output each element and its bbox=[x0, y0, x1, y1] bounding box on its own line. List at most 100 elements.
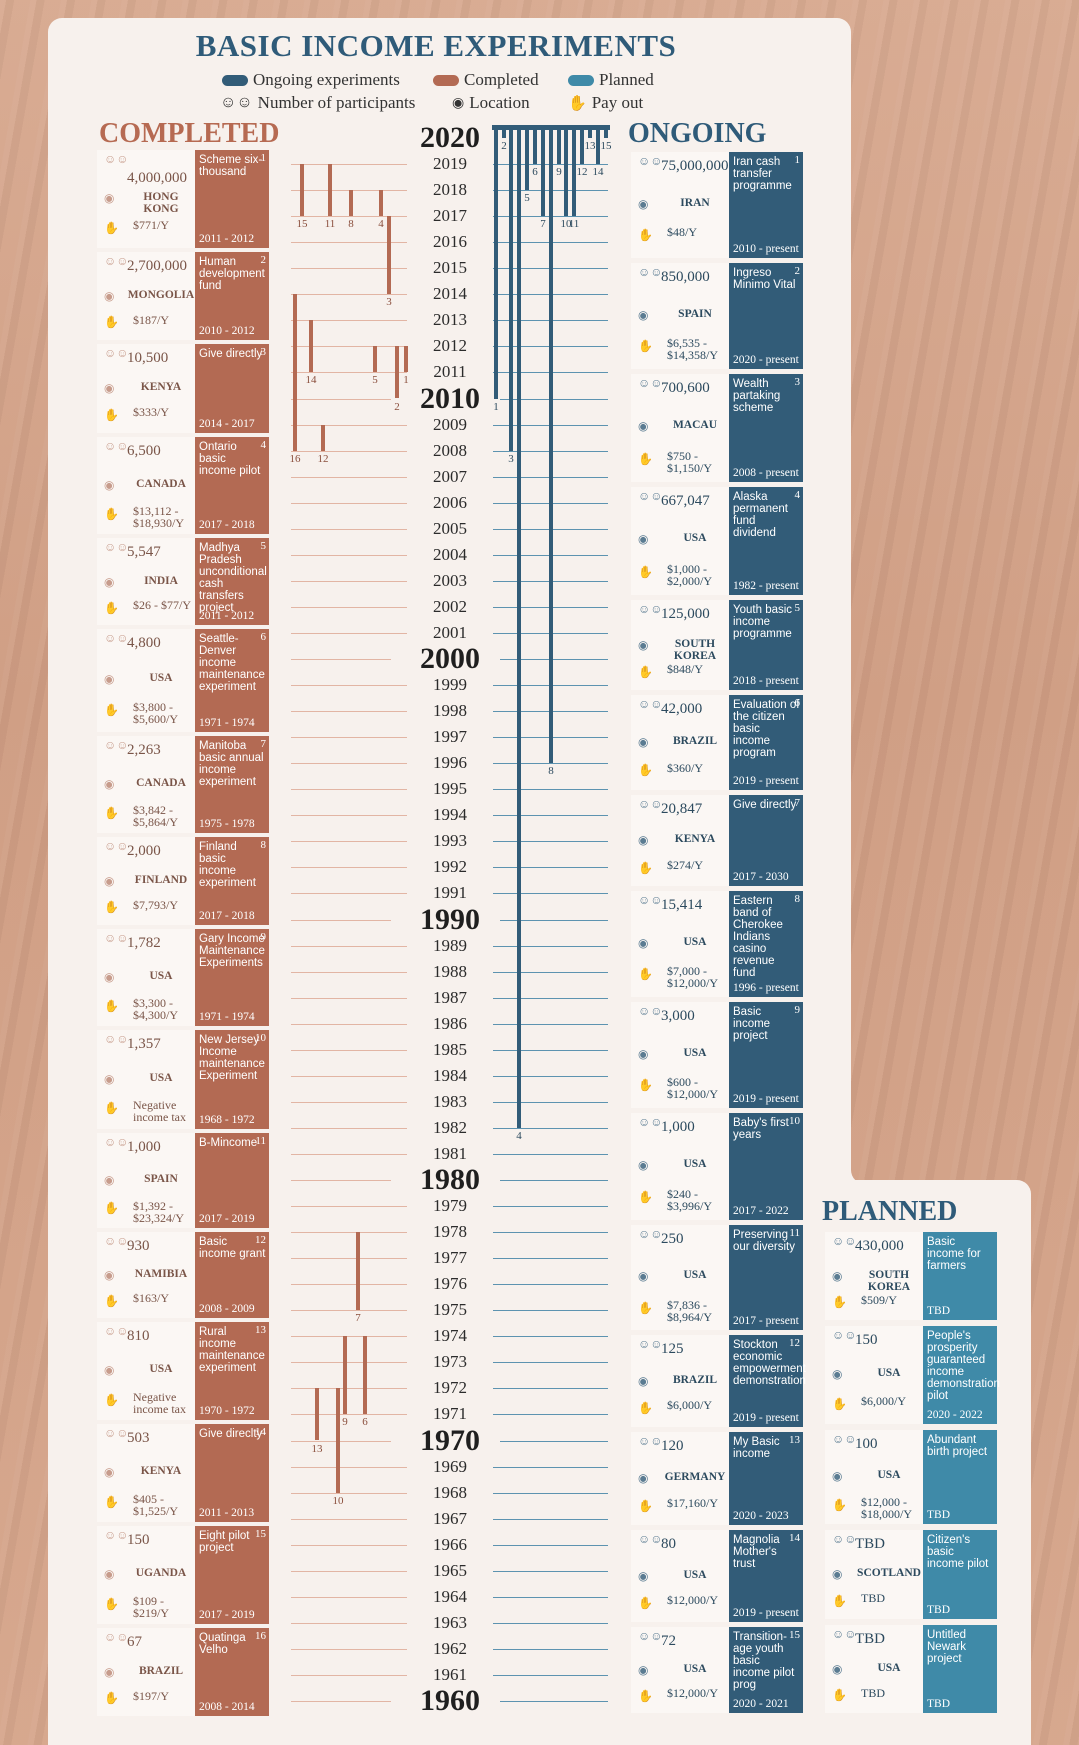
experiment-number: 15 bbox=[789, 1629, 800, 1641]
payout-value: $7,836 - $8,964/Y bbox=[667, 1298, 712, 1324]
experiment-number: 12 bbox=[255, 1234, 266, 1246]
experiment-title: Evaluation of the citizen basic income p… bbox=[733, 699, 800, 759]
payout-value: $3,842 - $5,864/Y bbox=[133, 803, 178, 829]
grid-line-right bbox=[493, 997, 608, 999]
money-hand-icon: ✋ bbox=[104, 1101, 119, 1115]
ongoing-bar-3 bbox=[509, 128, 513, 451]
grid-line-right bbox=[493, 945, 608, 947]
grid-line-left bbox=[291, 711, 407, 713]
grid-line-right bbox=[493, 971, 608, 973]
completed-card: ☺☺ ◉ ✋ 67 BRAZIL $197/Y Quatinga Velho 16 2008 -… bbox=[97, 1628, 269, 1716]
participants-count: 80 bbox=[661, 1536, 676, 1552]
panel-corner bbox=[830, 1162, 851, 1183]
year-label: 2012 bbox=[433, 336, 467, 356]
payout-value: $509/Y bbox=[861, 1293, 897, 1307]
experiment-name: Manitoba basic annual income experiment 7… bbox=[195, 736, 269, 833]
year-label: 1990 bbox=[420, 902, 480, 936]
money-hand-icon: ✋ bbox=[638, 1499, 653, 1513]
location-pin-icon: ◉ bbox=[638, 638, 649, 652]
participants-count: 10,500 bbox=[127, 350, 169, 366]
experiment-name: Abundant birth project TBD bbox=[923, 1430, 997, 1524]
experiment-number: 10 bbox=[255, 1032, 266, 1044]
location-pin-icon: ◉ bbox=[638, 735, 649, 749]
money-hand-icon: ✋ bbox=[832, 1594, 847, 1608]
experiment-name: New Jersey Income maintenance Experiment… bbox=[195, 1030, 269, 1129]
year-label: 2013 bbox=[433, 310, 467, 330]
year-label: 2020 bbox=[420, 121, 480, 154]
legend-planned-label: Planned bbox=[599, 70, 654, 89]
experiment-number: 9 bbox=[794, 1004, 801, 1016]
location-pin-icon: ◉ bbox=[104, 672, 115, 686]
location-pin-icon: ◉ bbox=[638, 1471, 649, 1485]
experiment-name: People's prosperity guaranteed income de… bbox=[923, 1326, 1000, 1424]
grid-line-right bbox=[500, 919, 608, 921]
experiment-name: Seattle-Denver income maintenance experi… bbox=[195, 629, 269, 732]
location-pin-icon: ◉ bbox=[104, 1665, 115, 1679]
completed-card: ☺☺ ◉ ✋ 6,500 CANADA $13,112 - $18,930/Y Ontari… bbox=[97, 437, 269, 534]
money-hand-icon: ✋ bbox=[104, 1691, 119, 1705]
experiment-number: 13 bbox=[255, 1324, 266, 1336]
planned-card: ☺☺ ◉ ✋ 100 USA $12,000 - $18,000/Y Abundant bi… bbox=[825, 1430, 997, 1524]
participants-count: 810 bbox=[127, 1328, 150, 1344]
card-info: ☺☺ ◉ ✋ 75,000,000 IRAN $48/Y bbox=[631, 152, 729, 258]
ongoing-card: ☺☺ ◉ ✋ 850,000 SPAIN $6,535 - $14,358/Y Ingres… bbox=[631, 263, 803, 369]
card-info: ☺☺ ◉ ✋ 810 USA Negative income tax bbox=[97, 1322, 195, 1420]
experiment-title: B-Mincome bbox=[199, 1137, 258, 1149]
money-hand-icon: ✋ bbox=[104, 1393, 119, 1407]
year-label: 2009 bbox=[433, 414, 467, 434]
year-label: 1961 bbox=[433, 1664, 467, 1684]
payout-value: $6,000/Y bbox=[861, 1394, 906, 1408]
location-pin-icon: ◉ bbox=[832, 1269, 843, 1283]
year-label: 1975 bbox=[433, 1300, 467, 1320]
grid-line-right bbox=[493, 1153, 608, 1155]
location-pin-icon: ◉ bbox=[638, 833, 649, 847]
people-icon: ☺☺ bbox=[104, 346, 129, 360]
people-icon: ☺☺ bbox=[104, 931, 129, 945]
card-info: ☺☺ ◉ ✋ 3,000 USA $600 - $12,000/Y bbox=[631, 1002, 729, 1108]
year-label: 1977 bbox=[433, 1248, 467, 1268]
money-hand-icon: ✋ bbox=[638, 339, 653, 353]
experiment-number: 9 bbox=[260, 931, 267, 943]
ongoing-card: ☺☺ ◉ ✋ 15,414 USA $7,000 - $12,000/Y Eastern b… bbox=[631, 891, 803, 997]
location-pin-icon: ◉ bbox=[104, 191, 115, 205]
experiment-number: 8 bbox=[794, 893, 801, 905]
location-value: CANADA bbox=[136, 777, 186, 789]
people-icon: ☺☺ bbox=[104, 1032, 129, 1046]
legend-participants: ☺☺ Number of participants bbox=[220, 93, 415, 113]
experiment-title: Citizen's basic income pilot bbox=[927, 1534, 989, 1570]
ongoing-card: ☺☺ ◉ ✋ 125 BRAZIL $6,000/Y Stockton economic e… bbox=[631, 1335, 806, 1427]
experiment-name: Transition-age youth basic income pilot … bbox=[729, 1627, 803, 1713]
completed-bar-label: 6 bbox=[362, 1416, 368, 1429]
participants-count: 700,600 bbox=[661, 380, 710, 396]
card-info: ☺☺ ◉ ✋ 930 NAMIBIA $163/Y bbox=[97, 1232, 195, 1318]
experiment-title: Give directly bbox=[199, 348, 263, 360]
grid-line-left bbox=[291, 1362, 407, 1364]
year-label: 1991 bbox=[433, 883, 467, 903]
legend-payout: ✋ Pay out bbox=[568, 93, 643, 113]
grid-line-left bbox=[291, 997, 407, 999]
experiment-name: Human development fund 2 2010 - 2012 bbox=[195, 252, 269, 340]
location-value: INDIA bbox=[144, 575, 178, 587]
location-pin-icon: ◉ bbox=[832, 1662, 843, 1676]
experiment-number: 11 bbox=[789, 1227, 800, 1239]
grid-line-right bbox=[493, 1362, 608, 1364]
grid-line-left bbox=[291, 1570, 407, 1572]
completed-bar-label: 4 bbox=[378, 218, 384, 231]
people-icon: ☺☺ bbox=[638, 376, 663, 390]
year-label: 1982 bbox=[433, 1117, 467, 1137]
grid-line-left bbox=[291, 398, 391, 400]
payout-value: $750 - $1,150/Y bbox=[667, 449, 712, 475]
location-value: SPAIN bbox=[678, 308, 712, 320]
people-icon: ☺☺ bbox=[104, 1426, 129, 1440]
people-icon: ☺☺ bbox=[638, 489, 663, 503]
ongoing-bar-label: 14 bbox=[592, 166, 604, 179]
people-icon: ☺☺ bbox=[104, 738, 129, 752]
grid-line-right bbox=[493, 1023, 608, 1025]
experiment-name: Basic income grant 12 2008 - 2009 bbox=[195, 1232, 269, 1318]
ongoing-bar-label: 11 bbox=[568, 218, 580, 231]
card-info: ☺☺ ◉ ✋ TBD SCOTLAND TBD bbox=[825, 1530, 923, 1619]
ongoing-bar-14 bbox=[596, 128, 600, 165]
grid-line-left bbox=[291, 580, 407, 582]
participants-count: 1,000 bbox=[127, 1139, 161, 1155]
experiment-period: 1996 - present bbox=[733, 982, 799, 994]
